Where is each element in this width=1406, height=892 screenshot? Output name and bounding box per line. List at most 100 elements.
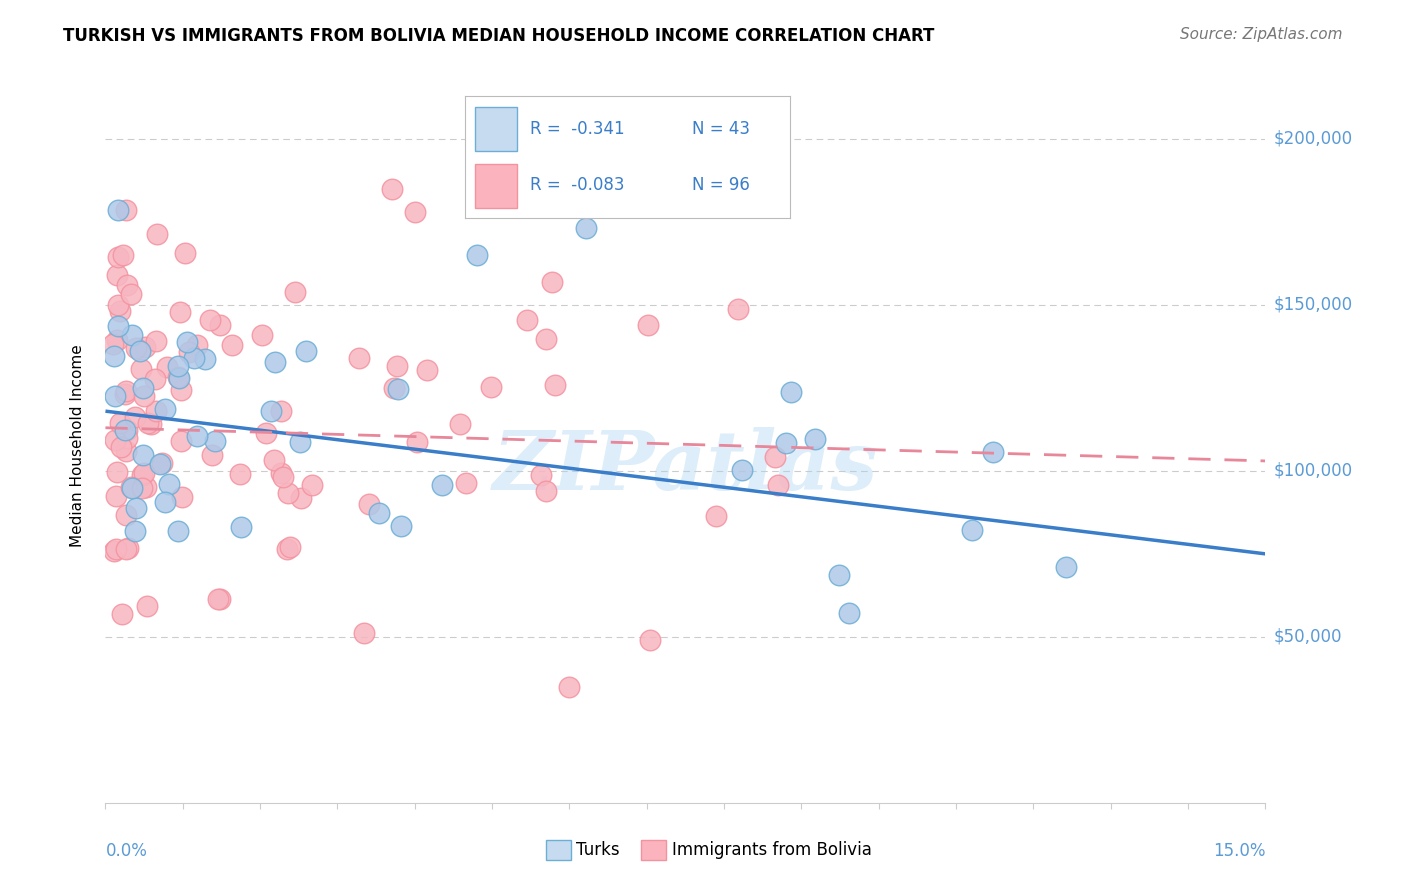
Point [176, 334, 198, 349]
Point [465, 248, 488, 262]
Point [132, 449, 155, 463]
Point [250, 328, 273, 343]
Point [110, 440, 132, 454]
Point [107, 250, 129, 264]
Point [125, 500, 148, 515]
Point [194, 352, 217, 367]
Point [254, 426, 277, 441]
Point [105, 268, 128, 282]
Point [544, 378, 567, 392]
Point [779, 385, 801, 400]
Point [209, 591, 232, 606]
Point [284, 285, 307, 299]
Point [115, 424, 138, 438]
Point [110, 607, 132, 621]
Point [167, 524, 190, 538]
Point [186, 429, 208, 443]
Point [382, 381, 405, 395]
Text: Turks: Turks [576, 841, 620, 859]
Point [114, 542, 136, 557]
Point [766, 477, 789, 491]
Point [229, 520, 252, 534]
Point [1054, 559, 1077, 574]
Point [125, 341, 148, 355]
Text: Source: ZipAtlas.com: Source: ZipAtlas.com [1180, 27, 1343, 42]
Point [132, 389, 155, 403]
Point [263, 453, 285, 467]
Point [132, 466, 155, 480]
Point [271, 470, 294, 484]
Point [145, 403, 167, 417]
Point [124, 410, 146, 425]
Point [104, 489, 127, 503]
Point [278, 540, 301, 554]
Point [131, 467, 153, 482]
Point [449, 417, 471, 431]
Point [114, 203, 136, 218]
Point [134, 340, 156, 354]
Point [103, 544, 125, 558]
Point [108, 416, 131, 430]
Point [727, 301, 749, 316]
Point [288, 435, 311, 450]
Point [277, 485, 299, 500]
Point [157, 476, 180, 491]
Point [359, 497, 381, 511]
Point [105, 465, 128, 479]
Point [150, 456, 173, 470]
Point [155, 494, 177, 508]
Point [131, 381, 153, 395]
Point [174, 246, 197, 260]
Point [204, 434, 226, 448]
Point [135, 480, 157, 494]
Point [803, 432, 825, 446]
Point [115, 384, 138, 398]
Text: 15.0%: 15.0% [1213, 842, 1265, 860]
Point [120, 286, 142, 301]
Point [404, 205, 426, 219]
Point [432, 478, 454, 492]
Point [387, 382, 409, 396]
Point [145, 334, 167, 349]
Point [536, 483, 558, 498]
Point [114, 386, 136, 401]
Point [456, 476, 478, 491]
Text: $200,000: $200,000 [1274, 130, 1353, 148]
Point [120, 480, 142, 494]
Point [405, 434, 427, 449]
Point [107, 318, 129, 333]
Point [167, 359, 190, 373]
Point [149, 457, 172, 471]
Point [763, 450, 786, 464]
Point [828, 568, 851, 582]
Point [156, 359, 179, 374]
Point [731, 463, 754, 477]
Point [103, 336, 125, 351]
Point [301, 478, 323, 492]
Point [135, 599, 157, 613]
Point [145, 227, 167, 241]
Point [290, 491, 312, 506]
Point [114, 424, 136, 438]
Point [960, 523, 983, 537]
Text: $100,000: $100,000 [1274, 462, 1353, 480]
Point [169, 371, 191, 385]
Point [347, 351, 370, 365]
Point [183, 351, 205, 365]
Point [107, 202, 129, 217]
Point [208, 318, 231, 332]
Text: ZIPatlas: ZIPatlas [492, 427, 879, 508]
Point [105, 334, 128, 348]
Point [704, 508, 727, 523]
Point [131, 481, 153, 495]
Point [838, 606, 860, 620]
Text: Immigrants from Bolivia: Immigrants from Bolivia [672, 841, 872, 859]
Point [141, 417, 163, 431]
Point [129, 344, 152, 359]
Point [186, 338, 208, 352]
Point [136, 416, 159, 430]
Point [207, 592, 229, 607]
Point [640, 633, 662, 648]
Point [108, 303, 131, 318]
Point [541, 276, 564, 290]
